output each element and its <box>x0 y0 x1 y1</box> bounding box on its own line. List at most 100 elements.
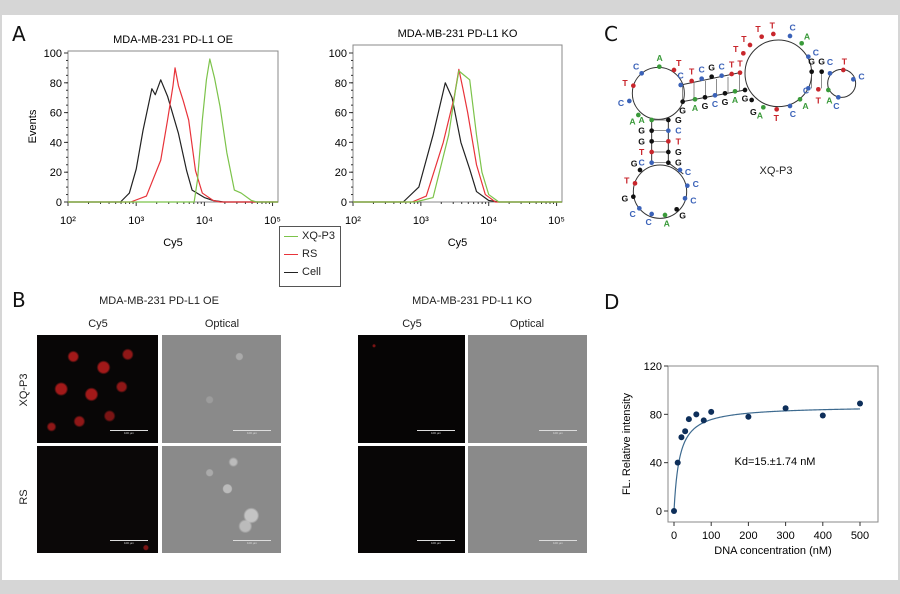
scale-bar: 100 µm <box>110 540 148 545</box>
nucleotide-letter: C <box>693 179 700 189</box>
nucleotide-dot <box>666 160 671 165</box>
nucleotide-dot <box>816 87 821 92</box>
nucleotide-dot <box>826 87 831 93</box>
nucleotide-dot <box>692 97 698 102</box>
nucleotide-dot <box>774 107 779 112</box>
y-tick-label: 80 <box>335 78 347 90</box>
scale-bar: 100 µm <box>233 540 271 545</box>
nucleotide-dot <box>742 87 748 93</box>
x-tick-label: 10³ <box>128 215 144 227</box>
nucleotide-dot <box>678 82 683 88</box>
scale-bar: 100 µm <box>539 540 577 545</box>
scale-bar: 100 µm <box>233 430 271 435</box>
nucleotide-dot <box>759 34 764 39</box>
nucleotide-dot <box>666 149 671 155</box>
y-tick-label: 20 <box>335 167 347 179</box>
panel-label-a: A <box>12 22 26 46</box>
data-point <box>745 413 752 420</box>
image-ko-rs-cy5: 100 µm <box>358 446 465 553</box>
plot-frame <box>667 365 879 523</box>
nucleotide-dot <box>666 128 671 133</box>
nucleotide-letter: G <box>722 97 729 107</box>
nucleotide-letter: T <box>737 58 743 68</box>
x-tick-label: 100 <box>702 530 720 542</box>
nucleotide-letter: G <box>750 107 757 117</box>
y-tick-label: 60 <box>50 108 62 120</box>
scale-bar: 100 µm <box>539 430 577 435</box>
data-point <box>682 428 689 435</box>
nucleotide-letter: C <box>858 72 865 82</box>
nucleotide-letter: T <box>624 176 630 186</box>
y-tick-label: 120 <box>644 361 662 373</box>
nucleotide-dot <box>787 33 793 39</box>
x-tick-label: 10⁵ <box>548 215 565 227</box>
nucleotide-letter: T <box>622 78 628 88</box>
legend-item-cell: Cell <box>284 266 321 278</box>
chart-title: MDA-MB-231 PD-L1 KO <box>398 28 518 40</box>
backbone <box>631 66 685 120</box>
legend-label: Cell <box>302 266 321 278</box>
panel-label-b: B <box>12 288 26 312</box>
y-tick-label: 60 <box>335 108 347 120</box>
group-title-oe: MDA-MB-231 PD-L1 OE <box>99 295 219 307</box>
series-cell <box>353 82 562 203</box>
nucleotide-letter: C <box>685 167 692 177</box>
nucleotide-letter: A <box>802 101 809 111</box>
nucleotide-letter: G <box>702 101 709 111</box>
nucleotide-letter: G <box>675 147 682 157</box>
nucleotide-letter: C <box>633 62 640 72</box>
nucleotide-dot <box>729 71 734 77</box>
data-point <box>782 405 789 412</box>
nucleotide-letter: T <box>816 96 822 106</box>
legend-swatch <box>284 235 298 237</box>
nucleotide-dot <box>819 69 824 74</box>
y-tick-label: 40 <box>335 137 347 149</box>
nucleotide-letter: A <box>757 110 764 120</box>
histogram-oe: MDA-MB-231 PD-L1 OE 0 20 40 60 80 100 10² 10³ 10⁴… <box>27 34 281 249</box>
nucleotide-letter: G <box>638 136 645 146</box>
legend-item-xq-p3: XQ-P3 <box>284 230 335 242</box>
nucleotide-letter: C <box>827 57 834 67</box>
nucleotide-dot <box>649 117 654 123</box>
series-xq-p3 <box>353 70 562 203</box>
nucleotide-letter: C <box>675 126 682 136</box>
nucleotide-dot <box>649 149 654 155</box>
column-label-cy5: Cy5 <box>402 318 422 330</box>
y-tick-label: 80 <box>50 78 62 90</box>
data-point <box>857 400 863 407</box>
row-label-rs: RS <box>18 489 30 505</box>
nucleotide-dot <box>741 51 746 56</box>
nucleotide-dot <box>851 77 856 82</box>
nucleotide-dot <box>637 167 643 173</box>
backbone <box>744 39 813 108</box>
panel-label-d: D <box>604 290 620 314</box>
nucleotide-letter: T <box>770 20 776 30</box>
nucleotide-letter: C <box>699 64 706 74</box>
image-ko-xq-p3-cy5: 100 µm <box>358 335 465 443</box>
data-point <box>708 408 715 415</box>
nucleotide-dot <box>639 71 644 76</box>
y-tick-label: 100 <box>329 48 347 60</box>
nucleotide-dot <box>649 128 654 133</box>
nucleotide-letter: C <box>789 23 796 33</box>
x-tick-label: 10⁴ <box>196 215 213 227</box>
data-point <box>685 416 692 423</box>
nucleotide-letter: A <box>692 103 699 113</box>
nucleotide-dot <box>689 78 694 84</box>
nucleotide-dot <box>657 64 662 69</box>
nucleotide-letter: G <box>818 57 825 67</box>
image-ko-xq-p3-optical: 100 µm <box>468 335 587 443</box>
nucleotide-dot <box>699 76 704 81</box>
nucleotide-letter: G <box>638 126 645 136</box>
legend-label: XQ-P3 <box>302 230 336 242</box>
x-axis-label: Cy5 <box>448 237 468 249</box>
nucleotide-letter: G <box>742 94 749 104</box>
nucleotide-dot <box>799 41 804 46</box>
nucleotide-letter: A <box>657 53 664 63</box>
chart-title: MDA-MB-231 PD-L1 OE <box>113 34 233 46</box>
scale-bar: 100 µm <box>417 430 455 435</box>
nucleotide-letter: C <box>678 71 685 81</box>
nucleotide-letter: T <box>639 147 645 157</box>
nucleotide-dot <box>712 93 718 98</box>
legend-swatch <box>284 271 298 273</box>
